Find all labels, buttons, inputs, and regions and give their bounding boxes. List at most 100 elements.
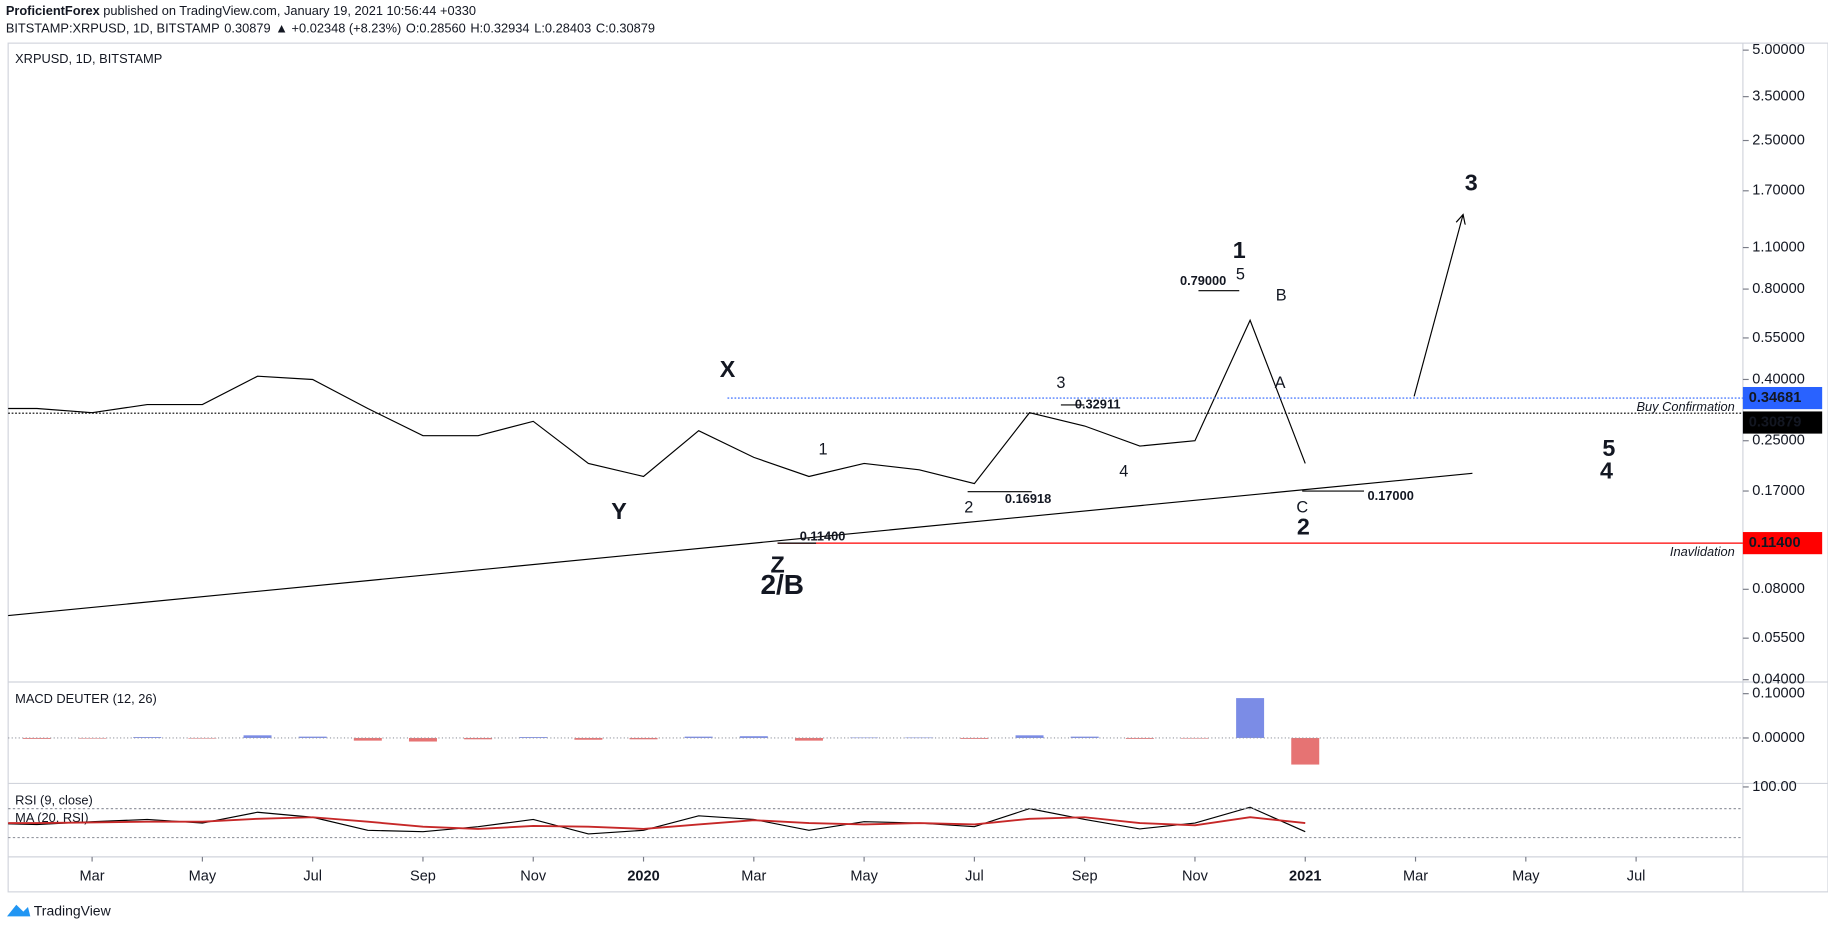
wave-label: 2 <box>964 499 973 517</box>
level-label: 0.16918 <box>1005 491 1051 506</box>
symbol: BITSTAMP:XRPUSD, 1D, BITSTAMP <box>6 21 220 36</box>
published: published on TradingView.com, January 19… <box>103 3 476 18</box>
y-tick-label: 0.10000 <box>1752 686 1805 702</box>
wave-label: 1 <box>819 440 828 458</box>
macd-bar <box>905 737 934 739</box>
wave-label: 3 <box>1465 169 1478 195</box>
x-tick-label: Sep <box>1072 869 1098 885</box>
x-tick-label: May <box>1512 869 1540 885</box>
y-tick-label: 0.80000 <box>1752 281 1805 297</box>
wave-label: B <box>1276 286 1287 304</box>
wave-label: X <box>720 356 736 382</box>
wave-label: Y <box>611 498 627 524</box>
y-tick-label: 1.70000 <box>1752 183 1805 199</box>
x-tick-label: Jul <box>1627 869 1646 885</box>
wave-label: 4 <box>1600 457 1613 483</box>
series-line <box>8 806 1306 835</box>
x-tick-label: Mar <box>1403 869 1428 885</box>
plot <box>8 318 1320 835</box>
quote-field: O:0.28560 <box>406 21 466 36</box>
y-tick-label: 0.25000 <box>1752 433 1805 449</box>
y-tick-label: 2.50000 <box>1752 132 1805 148</box>
projection-arrow <box>1413 215 1463 397</box>
y-tick-label: 0.55000 <box>1752 330 1805 346</box>
x-tick-label: 2021 <box>1289 869 1321 885</box>
footer: TradingView <box>34 902 112 918</box>
macd-bar <box>408 737 437 742</box>
macd-bar <box>188 737 217 739</box>
quote-field: ▲ +0.02348 (+8.23%) <box>275 21 401 36</box>
tv-logo: TradingView <box>6 902 112 918</box>
quote-field: 0.30879 <box>224 21 270 36</box>
macd-title: MACD DEUTER (12, 26) <box>15 691 157 706</box>
macd-bar <box>353 737 382 741</box>
macd-bar <box>298 736 327 738</box>
macd-bar <box>574 737 603 740</box>
series-line <box>8 816 1306 830</box>
price-label-box <box>1742 411 1823 434</box>
macd-bar <box>1070 736 1099 738</box>
quote-field: H:0.32934 <box>470 21 529 36</box>
level-label: 0.79000 <box>1180 273 1226 288</box>
y-tick-label: 0.40000 <box>1752 371 1805 387</box>
x-tick-label: Nov <box>520 869 547 885</box>
y-tick-label: 5.00000 <box>1752 42 1805 58</box>
x-tick-label: Mar <box>80 869 105 885</box>
rsi-title: RSI (9, close) <box>15 792 93 807</box>
quote-field: C:0.30879 <box>596 21 655 36</box>
macd-bar <box>1125 737 1154 739</box>
ma-legend: MA (20, RSI) <box>15 810 88 825</box>
wave-label: A <box>1275 374 1286 392</box>
macd-bar <box>850 737 879 739</box>
x-tick-label: May <box>189 869 217 885</box>
quote-field: L:0.28403 <box>534 21 591 36</box>
macd-bar <box>629 737 658 740</box>
x-tick-label: Nov <box>1182 869 1209 885</box>
y-tick-label: 100.00 <box>1752 779 1797 795</box>
wave-label: 5 <box>1602 435 1615 461</box>
macd-bar <box>133 737 162 738</box>
y-tick-label: 1.10000 <box>1752 239 1805 255</box>
macd-bar <box>794 737 823 741</box>
macd-bar <box>1015 735 1044 738</box>
series-line <box>8 318 1306 485</box>
frame <box>7 42 1828 893</box>
author: ProficientForex <box>6 3 101 18</box>
macd-bar <box>243 735 272 738</box>
y-tick-label: 3.50000 <box>1752 88 1805 104</box>
wave-label: 5 <box>1236 265 1245 283</box>
level-label: 0.32911 <box>1075 396 1121 411</box>
wave-label: 4 <box>1119 462 1128 480</box>
wave-label: 2 <box>1297 513 1310 539</box>
wave-label: Z <box>770 552 784 578</box>
macd-bar <box>464 737 493 740</box>
macd-bar <box>1236 698 1265 738</box>
wave-label: 2/B <box>760 569 804 600</box>
level-label: 0.11400 <box>800 529 846 544</box>
y-tick-label: 0.05500 <box>1752 630 1805 646</box>
wave-label: 1 <box>1233 237 1246 263</box>
price-line-text: Buy Confirmation <box>1636 399 1734 414</box>
price-label-box <box>1742 386 1823 410</box>
wave-label: C <box>1296 499 1308 517</box>
y-tick-label: 0.17000 <box>1752 483 1805 499</box>
x-tick-label: Mar <box>741 869 766 885</box>
wave-label: 3 <box>1056 374 1065 392</box>
y-tick-label: 0.08000 <box>1752 581 1805 597</box>
macd-bar <box>739 736 768 738</box>
macd-bar <box>684 736 713 738</box>
trendline <box>8 472 1473 617</box>
x-tick-label: May <box>850 869 878 885</box>
logo-icon <box>6 904 31 917</box>
x-tick-label: Jul <box>303 869 322 885</box>
y-tick-label: 0.00000 <box>1752 730 1805 746</box>
macd-bar <box>1291 737 1320 765</box>
x-tick-label: Jul <box>965 869 984 885</box>
price-label: 0.30879 <box>1749 414 1802 430</box>
x-tick-label: 2020 <box>627 869 659 885</box>
price-label-box <box>1742 532 1823 555</box>
y-tick-label: 0.04000 <box>1752 672 1805 688</box>
price-label: 0.34681 <box>1749 390 1802 406</box>
